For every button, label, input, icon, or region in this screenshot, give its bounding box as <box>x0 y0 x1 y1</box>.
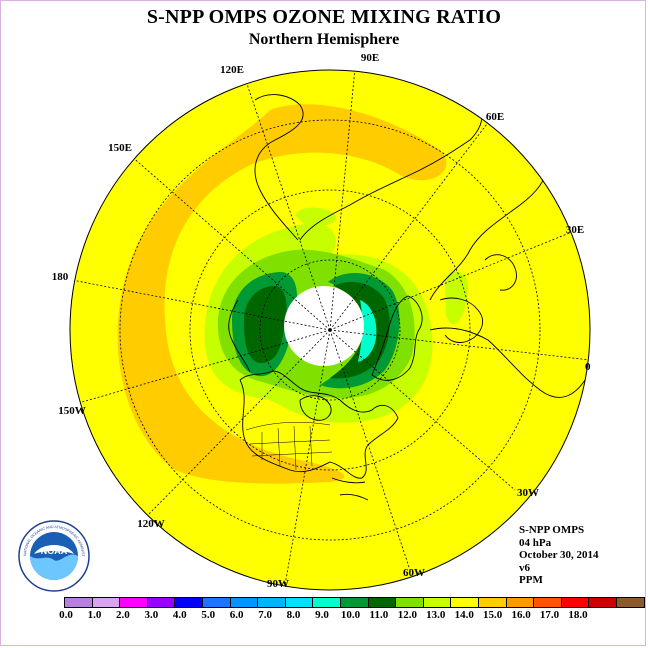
colorbar-cell <box>285 598 314 607</box>
colorbar-cell <box>230 598 259 607</box>
border-us-canada <box>245 422 331 431</box>
colorbar-cell <box>313 598 341 607</box>
meridian-line <box>284 329 331 586</box>
noaa-logo-wave <box>30 554 78 580</box>
latitude-circle <box>119 119 541 541</box>
meridian-line <box>329 119 491 331</box>
colorbar-tick-label: 2.0 <box>116 609 130 621</box>
colorbar-cell <box>368 598 397 607</box>
coastline-north-america <box>239 370 399 479</box>
map-subtitle: Northern Hemisphere <box>248 31 400 48</box>
info-block: S-NPP OMPS 04 hPa October 30, 2014 v6 PP… <box>519 524 599 587</box>
info-version: v6 <box>519 561 530 574</box>
colorbar-tick-label: 0.0 <box>59 609 73 621</box>
colorbar-tick-label: 4.0 <box>172 609 187 621</box>
colorbar-tick-label: 3.0 <box>144 609 159 621</box>
map-boundary-circle <box>69 69 591 591</box>
colorbar-tick-label: 14.0 <box>454 609 474 621</box>
lon-label-30w: 30W <box>517 487 539 499</box>
info-instrument: S-NPP OMPS <box>519 524 585 536</box>
colorbar-cell <box>451 598 479 607</box>
colorbar-tick-label: 13.0 <box>426 609 446 621</box>
polar-night-no-data <box>284 286 364 366</box>
meridian-line <box>71 329 331 406</box>
political-borders <box>245 422 333 471</box>
info-date: October 30, 2014 <box>519 549 599 561</box>
lon-label-90w: 90W <box>267 578 289 590</box>
lon-label-150w: 150W <box>58 405 86 417</box>
lon-label-120e: 120E <box>220 64 244 76</box>
colorbar-cell <box>396 598 424 607</box>
colorbar-cell <box>589 598 617 607</box>
map-title: S-NPP OMPS OZONE MIXING RATIO <box>146 6 502 28</box>
colorbar-tick-label: 10.0 <box>340 609 361 621</box>
colorbar-cell <box>340 598 369 607</box>
coastline-europe <box>439 254 517 343</box>
colorbar-cell <box>258 598 286 607</box>
coastlines <box>228 94 586 501</box>
meridian-line <box>147 329 331 516</box>
lon-label-90e: 90E <box>361 52 379 64</box>
colorbar-cell <box>175 598 203 607</box>
field-9ppm <box>244 285 287 364</box>
coastline-hudson <box>299 395 332 421</box>
lon-label-0: 0 <box>585 361 591 373</box>
coastline-alaska <box>228 299 251 373</box>
meridian-line <box>244 77 331 331</box>
colorbar-tick-label: 7.0 <box>258 609 272 621</box>
colorbar-cell <box>147 598 176 607</box>
lon-label-150e: 150E <box>108 142 132 154</box>
colorbar-tick-label: 1.0 <box>87 609 102 621</box>
field-9ppm-east <box>330 282 390 379</box>
colorbar-ticks: 0.0 1.0 2.0 3.0 4.0 5.0 6.0 7.0 8.0 9.0 10.0 11.0 12… <box>0 609 648 623</box>
colorbar-cell <box>92 598 121 607</box>
colorbar-tick-label: 11.0 <box>369 609 389 621</box>
colorbar-tick-label: 16.0 <box>511 609 531 621</box>
colorbar-cell <box>616 598 645 607</box>
colorbar-cell <box>65 598 93 607</box>
info-level: 04 hPa <box>519 536 552 549</box>
colorbar-cell <box>506 598 535 607</box>
colorbar-tick-label: 5.0 <box>201 609 216 621</box>
colorbar-cell <box>561 598 590 607</box>
meridian-line <box>329 231 573 331</box>
colorbar-cell <box>423 598 452 607</box>
colorbar-tick-label: 12.0 <box>397 609 417 621</box>
border-states <box>249 425 333 471</box>
field-12ppm-north <box>295 207 336 227</box>
lon-label-60e: 60E <box>486 111 504 123</box>
lon-label-180: 180 <box>52 271 69 283</box>
coastline-caribbean <box>331 477 369 501</box>
noaa-logo-bird <box>34 545 74 554</box>
colorbar-tick-label: 6.0 <box>229 609 244 621</box>
latitude-circle <box>189 189 471 471</box>
colorbar-tick-label: 9.0 <box>315 609 329 621</box>
coastline-eurasia <box>254 94 586 398</box>
meridian-line <box>329 329 516 491</box>
info-units: PPM <box>519 574 543 586</box>
colorbar <box>64 597 646 608</box>
meridian-line <box>129 154 331 331</box>
colorbar-tick-label: 15.0 <box>483 609 503 621</box>
latitude-circle <box>259 259 401 401</box>
lon-label-30e: 30E <box>566 224 584 236</box>
coastline-greenland <box>371 295 423 381</box>
noaa-logo: NOAA NATIONAL OCEANIC AND ATMOSPHERIC AD… <box>18 520 90 592</box>
colorbar-cell <box>534 598 562 607</box>
noaa-logo-text: NOAA <box>41 546 68 556</box>
colorbar-tick-label: 17.0 <box>539 609 560 621</box>
graticule <box>71 70 590 586</box>
colorbar-tick-label: 18.0 <box>568 609 588 621</box>
colorbar-cell <box>120 598 148 607</box>
colorbar-cell <box>478 598 507 607</box>
lon-label-120w: 120W <box>137 518 165 530</box>
lon-label-60w: 60W <box>403 567 425 579</box>
colorbar-cell <box>202 598 231 607</box>
field-14ppm-band <box>117 104 447 484</box>
colorbar-tick-label: 8.0 <box>286 609 301 621</box>
